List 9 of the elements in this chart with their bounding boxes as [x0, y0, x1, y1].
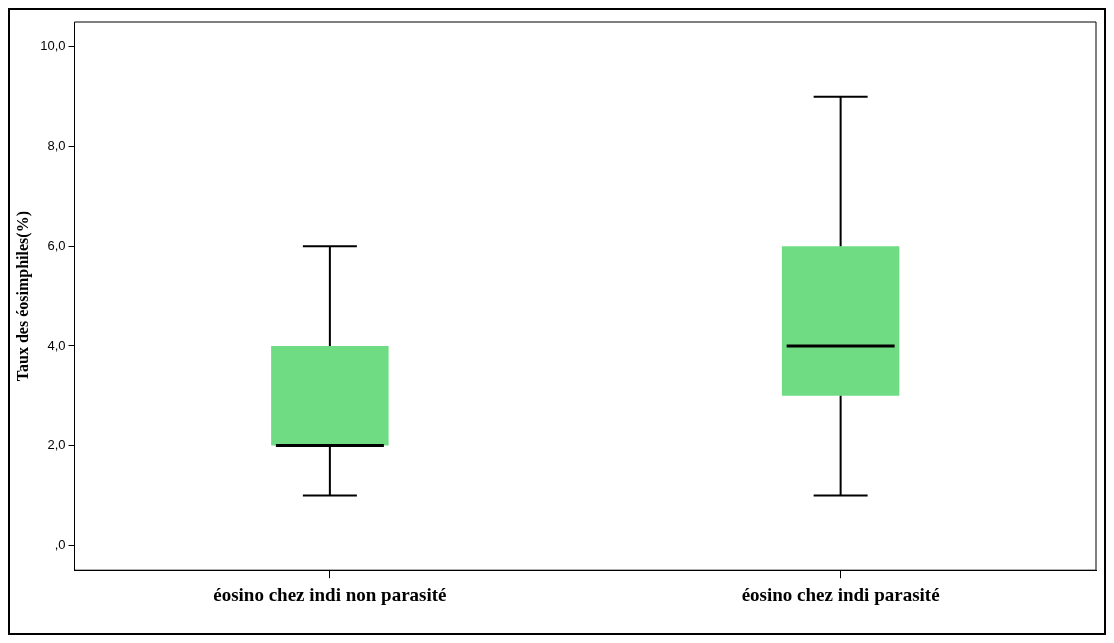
x-tick-label: éosino chez indi parasité [741, 583, 940, 605]
y-tick-label: 4,0 [47, 337, 66, 353]
y-tick-label: 8,0 [47, 138, 66, 154]
y-tick-label: 2,0 [47, 437, 66, 453]
y-tick-label: 6,0 [47, 237, 66, 253]
y-axis-title: Taux des éosimphiles(%) [13, 211, 32, 382]
y-tick-label: 10,0 [40, 38, 66, 54]
x-tick-label: éosino chez indi non parasité [213, 583, 447, 605]
y-tick-label: ,0 [54, 536, 66, 552]
